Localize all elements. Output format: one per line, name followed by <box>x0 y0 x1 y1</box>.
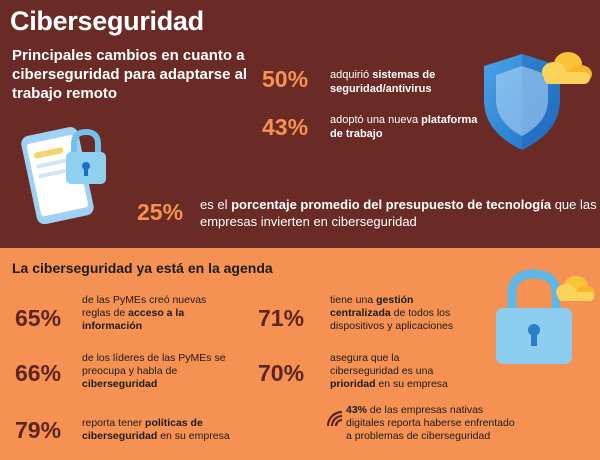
stat-71-desc: tiene una gestión centralizada de todos … <box>330 294 454 332</box>
stat-25-pct: 25% <box>137 199 184 225</box>
subtitle: Principales cambios en cuanto a ciberseg… <box>12 47 248 102</box>
cloud-icon <box>542 52 592 84</box>
stat-50-desc: adquirió sistemas de seguridad/antivirus <box>330 69 436 95</box>
stat-79-pct: 79% <box>15 417 62 443</box>
stat-66-pct: 66% <box>15 360 62 386</box>
stat-50-pct: 50% <box>262 66 309 92</box>
stat-43-desc: adoptó una nueva plataforma de trabajo <box>330 114 478 140</box>
stat-70-pct: 70% <box>258 360 305 386</box>
stat-25-desc: es el porcentaje promedio del presupuest… <box>200 197 597 229</box>
stat-65-pct: 65% <box>15 305 62 331</box>
agenda-title: La ciberseguridad ya está en la agenda <box>12 260 273 276</box>
padlock-icon <box>496 269 595 364</box>
stat-43-pct: 43% <box>262 114 309 140</box>
stat-79-desc: reporta tener políticas de cibersegurida… <box>82 417 230 442</box>
stat-71-pct: 71% <box>258 305 305 331</box>
stat-70-desc: asegura que la ciberseguridad es una pri… <box>330 352 448 390</box>
note-43: 43% de las empresas nativas digitales re… <box>346 404 515 442</box>
padlock-icon <box>66 128 106 184</box>
stat-65-desc: de las PyMEs creó nuevas reglas de acces… <box>82 294 207 332</box>
stat-66-desc: de los líderes de las PyMEs se preocupa … <box>82 352 226 390</box>
page-title: Ciberseguridad <box>10 6 204 36</box>
wifi-icon <box>326 410 343 427</box>
